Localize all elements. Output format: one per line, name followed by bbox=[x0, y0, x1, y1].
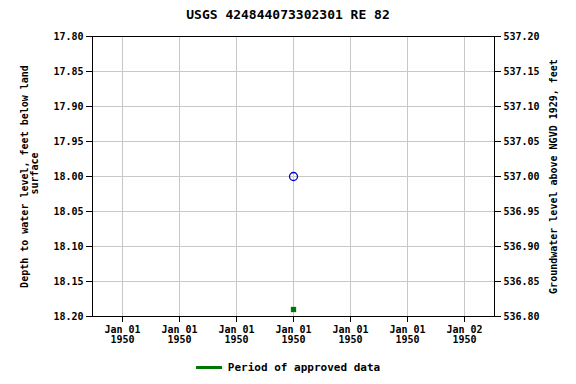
svg-text:Jan 011950: Jan 011950 bbox=[389, 324, 425, 345]
svg-text:18.05: 18.05 bbox=[53, 206, 83, 217]
svg-text:17.90: 17.90 bbox=[53, 101, 83, 112]
svg-text:Groundwater level above NGVD 1: Groundwater level above NGVD 1929, feet bbox=[548, 59, 559, 294]
svg-text:537.20: 537.20 bbox=[504, 31, 540, 42]
svg-text:537.05: 537.05 bbox=[504, 136, 540, 147]
svg-text:Jan 021950: Jan 021950 bbox=[446, 324, 482, 345]
html-text:USGS 424844073302301 RE 82: USGS 424844073302301 RE 82 bbox=[186, 7, 390, 22]
svg-text:Jan 011950: Jan 011950 bbox=[161, 324, 197, 345]
svg-text:17.85: 17.85 bbox=[53, 66, 83, 77]
svg-text:537.10: 537.10 bbox=[504, 101, 540, 112]
svg-text:17.80: 17.80 bbox=[53, 31, 83, 42]
svg-text:18.00: 18.00 bbox=[53, 171, 83, 182]
svg-text:536.95: 536.95 bbox=[504, 206, 540, 217]
svg-text:537.00: 537.00 bbox=[504, 171, 540, 182]
svg-text:536.85: 536.85 bbox=[504, 276, 540, 287]
svg-text:18.15: 18.15 bbox=[53, 276, 83, 287]
svg-text:Jan 011950: Jan 011950 bbox=[104, 324, 140, 345]
svg-text:Jan 011950: Jan 011950 bbox=[332, 324, 368, 345]
svg-text:Depth to water level, feet bel: Depth to water level, feet below land su… bbox=[19, 65, 40, 288]
svg-text:537.15: 537.15 bbox=[504, 66, 540, 77]
svg-text:18.20: 18.20 bbox=[53, 311, 83, 322]
svg-text:536.80: 536.80 bbox=[504, 311, 540, 322]
svg-text:536.90: 536.90 bbox=[504, 241, 540, 252]
svg-text:Jan 011950: Jan 011950 bbox=[275, 324, 311, 345]
svg-text:18.10: 18.10 bbox=[53, 241, 83, 252]
html-text:Period of approved data: Period of approved data bbox=[227, 360, 381, 374]
svg-text:17.95: 17.95 bbox=[53, 136, 83, 147]
svg-text:Jan 011950: Jan 011950 bbox=[218, 324, 254, 345]
